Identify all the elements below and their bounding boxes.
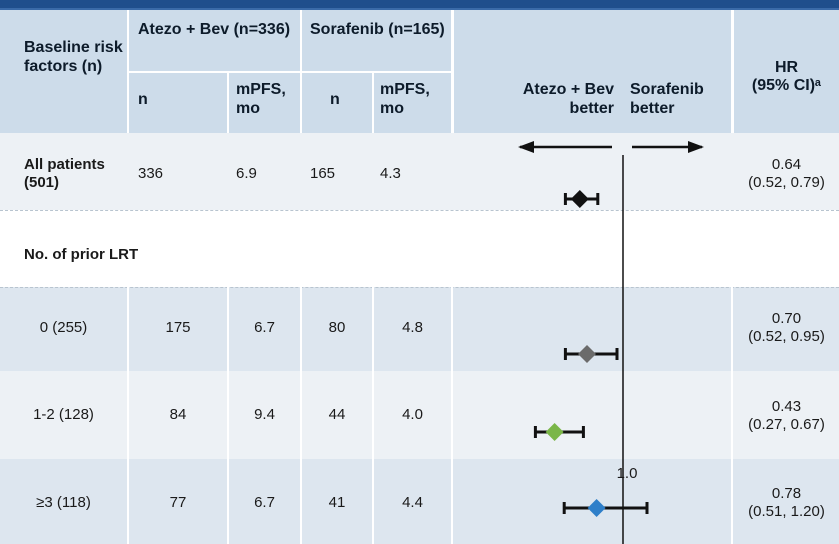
table-row (0, 371, 839, 459)
direction-arrows (518, 141, 704, 153)
sorafenib-n-value: 165 (310, 165, 336, 182)
sorafenib-mpfs-value: 4.8 (402, 319, 423, 336)
col-hr-header: HR (774, 59, 799, 76)
row-label: All patients (501) (24, 156, 105, 191)
column-separator (300, 287, 302, 544)
hr-value: 0.43 (771, 398, 802, 415)
arrow-left-head (518, 141, 534, 153)
atezo-n-value: 77 (169, 494, 187, 511)
atezo-mpfs-value: 6.7 (254, 319, 275, 336)
row-label: 1-2 (128) (33, 406, 94, 423)
col-sorafenib-n-header: n (330, 91, 340, 108)
atezo-n-value: 84 (169, 406, 187, 423)
hr-value: 0.70 (771, 310, 802, 327)
col-factor-header: Baseline risk factors (n) (24, 39, 123, 75)
header-separator (451, 10, 454, 133)
table-row (0, 287, 839, 371)
col-atezo-mpfs-header: mPFS, mo (236, 81, 286, 117)
hr-point (570, 190, 589, 208)
ci-value: (0.27, 0.67) (748, 416, 825, 433)
header-separator (731, 10, 734, 133)
column-separator (372, 287, 374, 544)
col-atezo-n-header: n (138, 91, 148, 108)
sorafenib-mpfs-value: 4.0 (402, 406, 423, 423)
col-atezo-header: Atezo + Bev (n=336) (138, 21, 291, 38)
sorafenib-n-value: 41 (328, 494, 346, 511)
atezo-better-label: Atezo + Bev better (522, 81, 614, 117)
hr-value: 0.78 (771, 485, 802, 502)
sorafenib-better-label: Sorafenib better (630, 81, 704, 117)
hr-point (587, 499, 606, 517)
column-separator (227, 287, 229, 544)
column-separator (127, 287, 129, 544)
hr-value: 0.64 (771, 156, 802, 173)
title-bar (0, 0, 839, 8)
col-sorafenib-mpfs-header: mPFS, mo (380, 81, 430, 117)
atezo-mpfs-value: 6.7 (254, 494, 275, 511)
arrow-right-head (688, 141, 704, 153)
column-separator (451, 287, 453, 544)
ci-value: (0.52, 0.79) (748, 174, 825, 191)
ci-value: (0.52, 0.95) (748, 328, 825, 345)
sorafenib-mpfs-value: 4.4 (402, 494, 423, 511)
header-separator (372, 73, 374, 133)
column-separator (731, 287, 733, 544)
header-separator (127, 10, 129, 133)
header-separator (129, 71, 451, 73)
atezo-mpfs-value: 9.4 (254, 406, 275, 423)
sorafenib-n-value: 44 (328, 406, 346, 423)
atezo-n-value: 336 (138, 165, 164, 182)
ci-value: (0.51, 1.20) (748, 503, 825, 520)
row-label: ≥3 (118) (36, 494, 91, 511)
reference-label: 1.0 (617, 465, 638, 482)
col-sorafenib-header: Sorafenib (n=165) (310, 21, 445, 38)
col-hr-header-ci: (95% CI)ᵃ (751, 77, 822, 94)
sorafenib-mpfs-value: 4.3 (380, 165, 401, 182)
row-divider (0, 287, 839, 288)
header-separator (227, 73, 229, 133)
row-divider (0, 210, 839, 211)
section-heading: No. of prior LRT (24, 246, 139, 263)
atezo-n-value: 175 (165, 319, 191, 336)
table-row (0, 459, 839, 544)
atezo-mpfs-value: 6.9 (236, 165, 257, 182)
hr-point (545, 423, 564, 441)
title-bar-divider (0, 8, 839, 10)
hr-point (578, 345, 596, 363)
sorafenib-n-value: 80 (328, 319, 346, 336)
section-row (0, 210, 839, 287)
row-label: 0 (255) (39, 319, 88, 336)
